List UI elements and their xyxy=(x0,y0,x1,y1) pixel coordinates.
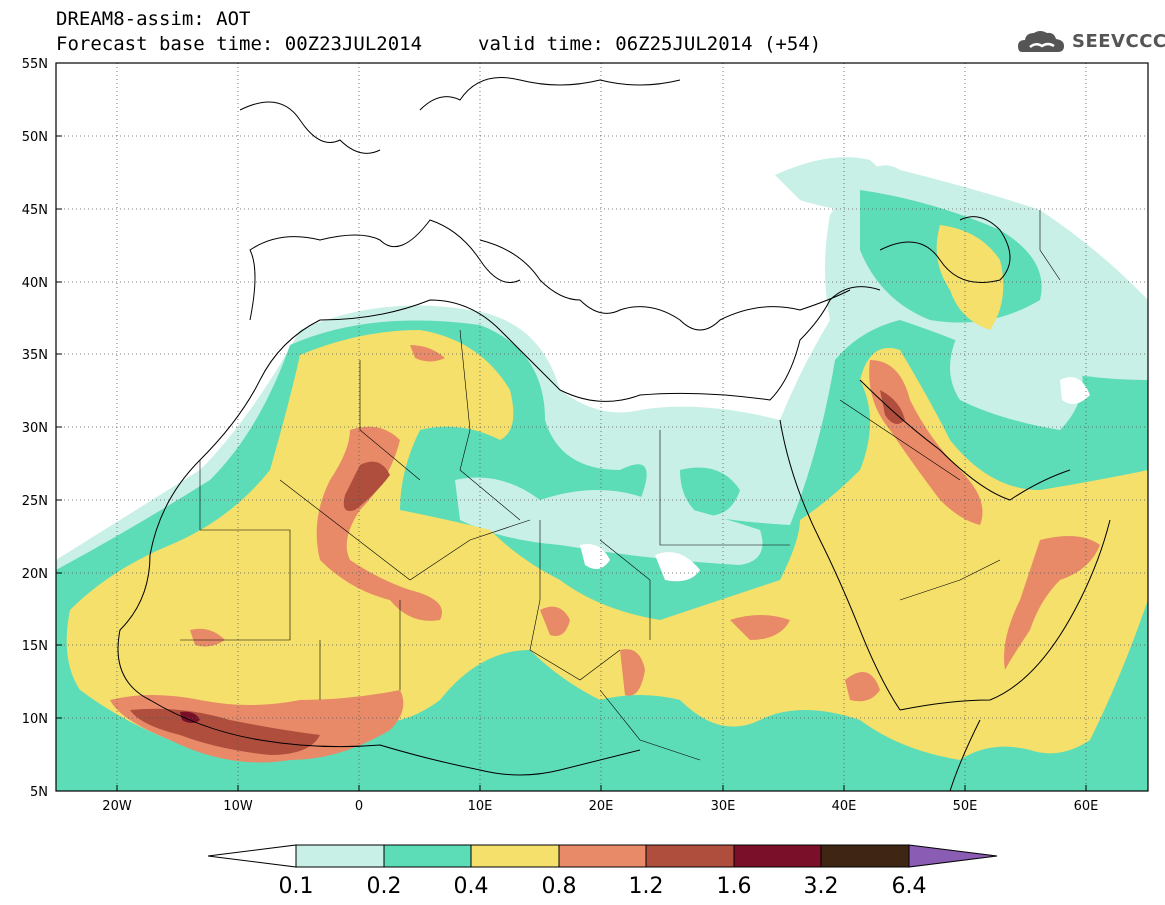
colorbar-label: 0.8 xyxy=(542,874,577,899)
lon-label: 10E xyxy=(468,799,493,814)
colorbar-extend-high xyxy=(908,844,998,868)
cloud-icon xyxy=(1018,31,1064,52)
colorbar-bin xyxy=(558,844,647,868)
colorbar-label: 3.2 xyxy=(804,874,839,899)
colorbar-label: 1.6 xyxy=(717,874,752,899)
lat-label: 45N xyxy=(22,203,48,218)
lon-label: 20E xyxy=(589,799,614,814)
lon-label: 40E xyxy=(832,799,857,814)
colorbar-label: 1.2 xyxy=(629,874,664,899)
graticule xyxy=(56,63,1148,791)
lat-label: 50N xyxy=(22,130,48,145)
aot-field xyxy=(56,63,1148,791)
colorbar-label: 6.4 xyxy=(892,874,927,899)
forecast-base-time: Forecast base time: 00Z23JUL2014 xyxy=(56,33,423,55)
colorbar-bin xyxy=(295,844,385,868)
map-title: DREAM8-assim: AOT xyxy=(56,8,251,30)
lat-label: 25N xyxy=(22,494,48,509)
lat-label: 10N xyxy=(22,712,48,727)
colorbar-label: 0.4 xyxy=(454,874,489,899)
longitude-labels: 20W 10W 0 10E 20E 30E 40E 50E 60E xyxy=(102,799,1098,814)
borders xyxy=(180,210,1061,761)
lat-label: 20N xyxy=(22,567,48,582)
colorbar-labels: 0.1 0.2 0.4 0.8 1.2 1.6 3.2 6.4 xyxy=(279,874,927,899)
lat-label: 5N xyxy=(30,785,48,800)
logo-text: SEEVCCC xyxy=(1072,31,1165,52)
lon-label: 20W xyxy=(102,799,132,814)
lat-label: 40N xyxy=(22,276,48,291)
colorbar-label: 0.1 xyxy=(279,874,314,899)
lon-label: 10W xyxy=(223,799,253,814)
colorbar-bin xyxy=(383,844,472,868)
latitude-labels: 55N 50N 45N 40N 35N 30N 25N 20N 15N 10N … xyxy=(22,57,48,800)
coastlines xyxy=(117,77,1111,791)
lat-label: 35N xyxy=(22,348,48,363)
colorbar-label: 0.2 xyxy=(367,874,402,899)
lat-label: 30N xyxy=(22,421,48,436)
colorbar-extend-low xyxy=(207,844,297,868)
lon-label: 50E xyxy=(953,799,978,814)
lon-label: 30E xyxy=(711,799,736,814)
colorbar-bin xyxy=(820,844,910,868)
colorbar-bin xyxy=(470,844,560,868)
colorbar-bin xyxy=(733,844,822,868)
colorbar xyxy=(207,844,998,868)
lon-label: 0 xyxy=(355,799,363,814)
lat-label: 55N xyxy=(22,57,48,72)
lat-label: 15N xyxy=(22,639,48,654)
lon-label: 60E xyxy=(1074,799,1099,814)
valid-time: valid time: 06Z25JUL2014 (+54) xyxy=(478,33,822,55)
colorbar-bin xyxy=(645,844,735,868)
